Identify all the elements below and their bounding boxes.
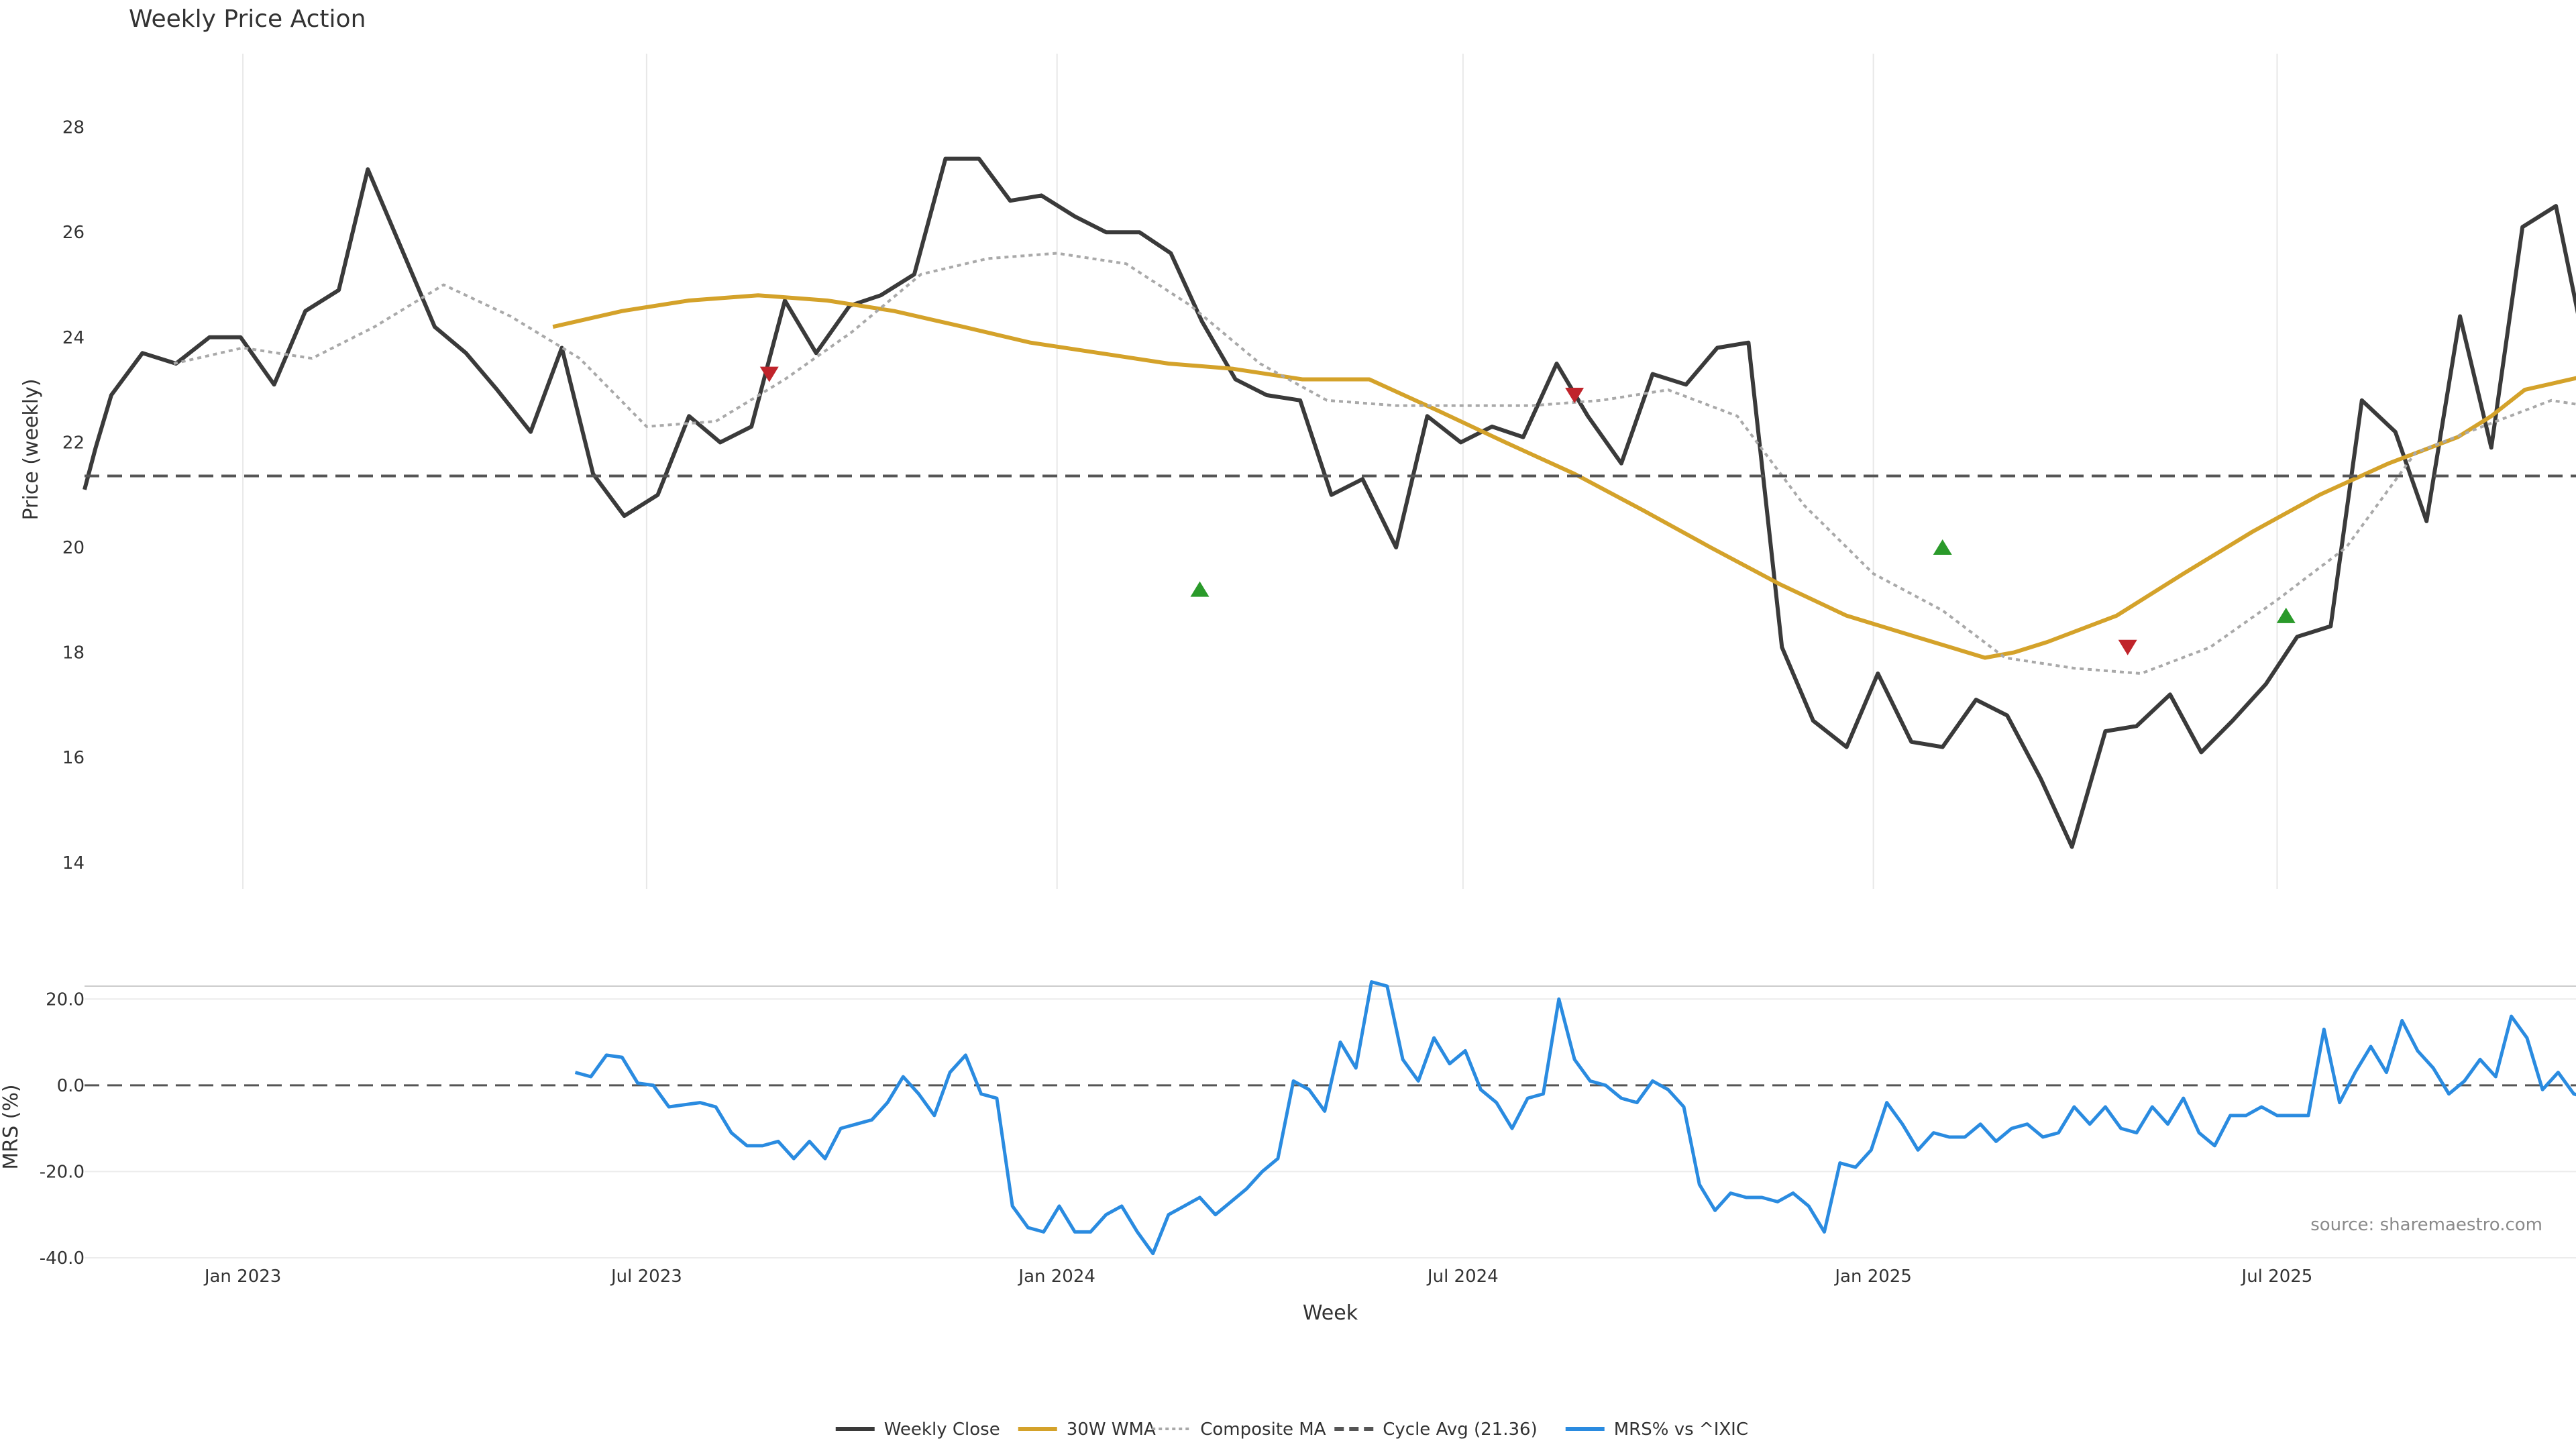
- mrs-y-tick-label: -40.0: [40, 1248, 85, 1269]
- x-tick-label: Jan 2024: [1017, 1267, 1095, 1287]
- price-series: [83, 156, 2576, 849]
- x-axis-ticks: Jan 2023 Jul 2023 Jan 2024 Jul 2024 Jan 2025…: [203, 1267, 2313, 1287]
- price-y-tick-label: 18: [62, 643, 85, 663]
- legend-label: Weekly Close: [884, 1419, 1000, 1440]
- mrs-axis-label: MRS (%): [0, 1084, 23, 1169]
- price-y-tick-label: 22: [62, 433, 85, 453]
- weekly-close-line: [83, 156, 2576, 849]
- mrs-line: [574, 980, 2576, 1256]
- mrs-panel: MRS (%) 20.0 0.0 -20.0 -40.0 source: sharem…: [0, 980, 2576, 1269]
- 30w-wma-line: [552, 293, 2576, 660]
- legend-label: Composite MA: [1200, 1419, 1326, 1440]
- source-annotation: source: sharemaestro.com: [2310, 1215, 2542, 1235]
- price-y-tick-label: 16: [62, 748, 85, 768]
- composite-ma-line: [173, 252, 2576, 675]
- signal-markers: [759, 366, 2296, 655]
- sell-signal-marker: [759, 366, 779, 382]
- sell-signal-marker: [1565, 387, 1585, 403]
- price-axis-label: Price (weekly): [19, 378, 43, 520]
- buy-signal-marker: [1933, 539, 1952, 555]
- x-tick-label: Jul 2024: [1426, 1267, 1499, 1287]
- mrs-y-tick-label: 0.0: [57, 1076, 85, 1096]
- mrs-grid: [85, 985, 2576, 1258]
- x-tick-label: Jan 2025: [1833, 1267, 1912, 1287]
- price-y-ticks: 14 16 18 20 22 24 26 28: [62, 118, 85, 873]
- price-y-tick-label: 28: [62, 118, 85, 138]
- price-y-tick-label: 26: [62, 223, 85, 243]
- x-tick-label: Jul 2023: [610, 1267, 682, 1287]
- mrs-y-ticks: 20.0 0.0 -20.0 -40.0: [40, 989, 85, 1269]
- buy-signal-marker: [2276, 607, 2296, 623]
- price-y-tick-label: 24: [62, 328, 85, 348]
- legend-label: MRS% vs ^IXIC: [1614, 1419, 1748, 1440]
- mrs-y-tick-label: -20.0: [40, 1162, 85, 1182]
- legend-label: Cycle Avg (21.36): [1383, 1419, 1537, 1440]
- chart-title: Weekly Price Action: [129, 5, 366, 33]
- x-axis-label: Week: [1303, 1301, 1358, 1325]
- mrs-y-tick-label: 20.0: [46, 989, 85, 1010]
- price-y-tick-label: 14: [62, 853, 85, 873]
- price-vertical-grid: [242, 54, 2278, 889]
- legend-label: 30W WMA: [1067, 1419, 1156, 1440]
- mrs-series: [574, 980, 2576, 1256]
- price-panel: Weekly Price Action Price (weekly) 14161…: [19, 5, 2576, 889]
- legend: Weekly Close 30W WMA Composite MA Cycle Avg…: [835, 1419, 1748, 1440]
- buy-signal-marker: [1190, 581, 1210, 597]
- x-tick-label: Jul 2025: [2241, 1267, 2313, 1287]
- sell-signal-marker: [2118, 639, 2137, 655]
- price-y-tick-label: 20: [62, 538, 85, 558]
- x-tick-label: Jan 2023: [203, 1267, 282, 1287]
